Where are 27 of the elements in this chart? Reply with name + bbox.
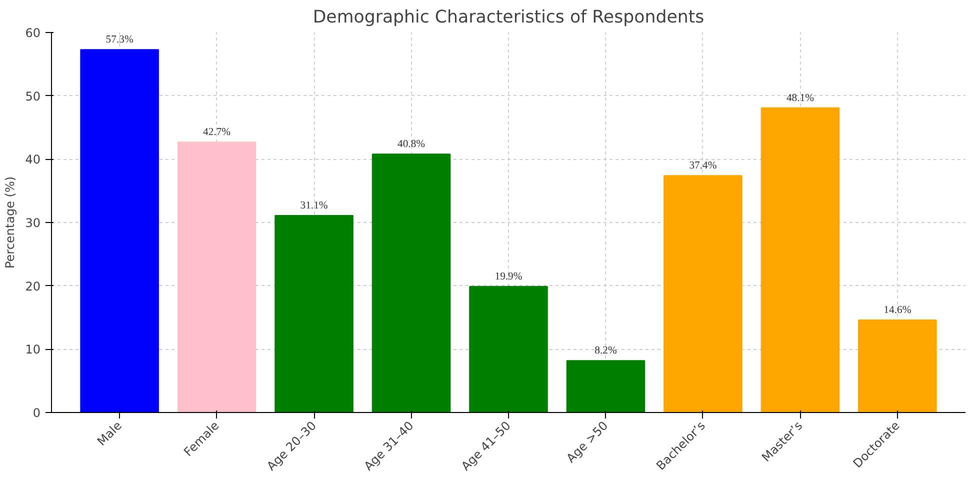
y-tick-label: 60	[25, 26, 41, 40]
data-label: 42.7%	[203, 127, 231, 138]
data-label: 37.4%	[689, 160, 717, 172]
y-tick-label: 40	[25, 152, 41, 167]
data-label: 40.8%	[398, 139, 426, 150]
y-tick-label: 10	[25, 342, 41, 357]
bar	[664, 175, 742, 412]
data-label: 19.9%	[494, 271, 522, 282]
bar	[80, 49, 159, 412]
bar	[274, 215, 354, 412]
chart-title: Demographic Characteristics of Respondents	[312, 8, 704, 28]
y-tick-label: 50	[25, 89, 41, 104]
y-tick-label: 0	[32, 406, 41, 420]
y-tick-label: 30	[25, 216, 41, 230]
bar	[566, 360, 646, 412]
bar	[760, 107, 840, 412]
data-label: 48.1%	[786, 92, 814, 104]
data-label: 8.2%	[594, 346, 617, 357]
bar	[858, 320, 937, 412]
y-axis-title: Percentage (%)	[3, 176, 18, 269]
bar	[177, 142, 256, 412]
data-label: 31.1%	[300, 200, 328, 212]
bar	[372, 154, 451, 412]
data-label: 57.3%	[106, 34, 134, 46]
y-tick-label: 20	[25, 279, 41, 294]
data-label: 14.6%	[884, 305, 912, 316]
bar	[469, 286, 548, 412]
